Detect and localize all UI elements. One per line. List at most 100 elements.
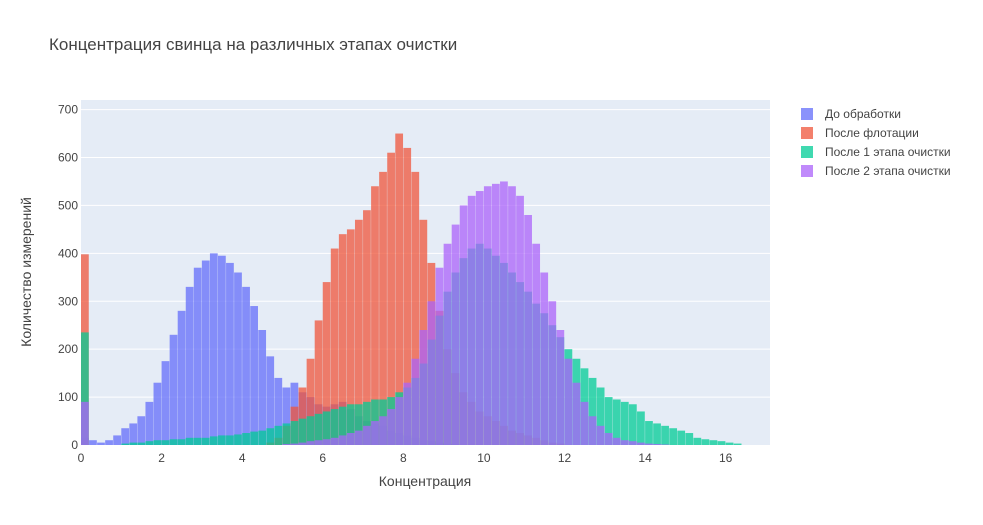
histogram-bar[interactable] (226, 262, 234, 445)
histogram-bar[interactable] (137, 416, 146, 445)
histogram-bar[interactable] (387, 152, 395, 446)
histogram-bar[interactable] (443, 243, 452, 445)
histogram-bar[interactable] (121, 428, 130, 445)
histogram-bar[interactable] (314, 440, 323, 445)
histogram-bar[interactable] (371, 421, 379, 445)
histogram-bar[interactable] (733, 443, 742, 445)
histogram-bar[interactable] (89, 440, 97, 445)
histogram-bar[interactable] (403, 147, 412, 445)
histogram-bar[interactable] (387, 409, 395, 445)
histogram-bar[interactable] (121, 443, 130, 445)
histogram-bar[interactable] (379, 416, 387, 445)
histogram-bar[interactable] (169, 334, 178, 445)
histogram-bar[interactable] (250, 306, 258, 445)
histogram-bar[interactable] (242, 433, 250, 445)
histogram-bar[interactable] (637, 442, 645, 445)
histogram-bar[interactable] (717, 441, 726, 445)
histogram-bar[interactable] (540, 272, 549, 446)
histogram-bar[interactable] (290, 443, 299, 445)
histogram-bar[interactable] (153, 382, 162, 445)
histogram-bar[interactable] (169, 439, 178, 445)
histogram-bar[interactable] (314, 413, 323, 445)
histogram-bar[interactable] (234, 434, 242, 445)
histogram-bar[interactable] (459, 205, 468, 445)
histogram-bar[interactable] (669, 428, 678, 445)
histogram-bar[interactable] (467, 195, 476, 445)
histogram-bar[interactable] (322, 439, 331, 445)
histogram-bar[interactable] (628, 404, 637, 445)
histogram-bar[interactable] (282, 444, 291, 445)
histogram-bar[interactable] (596, 425, 605, 445)
histogram-bar[interactable] (395, 133, 404, 445)
histogram-bar[interactable] (371, 186, 379, 445)
histogram-bar[interactable] (330, 248, 339, 445)
histogram-bar[interactable] (153, 440, 162, 445)
histogram-bar[interactable] (524, 215, 532, 445)
histogram-bar[interactable] (354, 219, 363, 445)
histogram-bar[interactable] (580, 401, 589, 445)
histogram-bar[interactable] (363, 401, 371, 445)
histogram-bar[interactable] (354, 430, 363, 445)
histogram-bar[interactable] (596, 387, 605, 446)
histogram-bar[interactable] (346, 229, 355, 445)
histogram-bar[interactable] (693, 437, 702, 445)
histogram-bar[interactable] (620, 401, 629, 445)
histogram-bar[interactable] (330, 437, 339, 445)
histogram-bar[interactable] (403, 382, 412, 445)
histogram-bar[interactable] (217, 435, 226, 445)
histogram-bar[interactable] (105, 440, 113, 445)
histogram-bar[interactable] (395, 397, 404, 445)
histogram-bar[interactable] (645, 421, 653, 445)
histogram-bar[interactable] (701, 439, 710, 445)
histogram-bar[interactable] (685, 433, 694, 445)
histogram-bar[interactable] (661, 425, 669, 445)
histogram-bar[interactable] (379, 171, 387, 445)
histogram-bar[interactable] (612, 437, 621, 445)
histogram-bar[interactable] (451, 224, 460, 445)
histogram-bar[interactable] (346, 433, 355, 445)
histogram-bar[interactable] (637, 411, 645, 445)
histogram-bar[interactable] (725, 442, 734, 445)
histogram-bar[interactable] (177, 310, 186, 445)
histogram-bar[interactable] (209, 436, 218, 445)
histogram-bar[interactable] (298, 418, 307, 445)
histogram-bar[interactable] (201, 437, 210, 445)
histogram-bar[interactable] (193, 437, 202, 445)
legend-item[interactable]: После 2 этапа очистки (801, 164, 951, 178)
histogram-bar[interactable] (258, 330, 267, 445)
histogram-bar[interactable] (653, 444, 661, 445)
histogram-bar[interactable] (129, 442, 138, 445)
histogram-bar[interactable] (185, 437, 194, 445)
histogram-bar[interactable] (338, 435, 347, 445)
histogram-bar[interactable] (475, 191, 484, 445)
histogram-bar[interactable] (508, 186, 516, 445)
histogram-bar[interactable] (620, 440, 629, 445)
histogram-bar[interactable] (483, 186, 492, 445)
histogram-bar[interactable] (338, 406, 347, 445)
histogram-bar[interactable] (282, 423, 291, 445)
histogram-bar[interactable] (81, 401, 89, 445)
histogram-bar[interactable] (556, 330, 565, 445)
histogram-bar[interactable] (419, 330, 428, 445)
histogram-bar[interactable] (330, 409, 339, 445)
histogram-bar[interactable] (363, 210, 371, 445)
histogram-bar[interactable] (322, 282, 331, 445)
legend-item[interactable]: После 1 этапа очистки (801, 145, 951, 159)
histogram-bar[interactable] (564, 358, 573, 445)
histogram-bar[interactable] (145, 401, 154, 445)
histogram-bar[interactable] (411, 171, 420, 445)
histogram-bar[interactable] (274, 377, 283, 445)
histogram-bar[interactable] (491, 183, 500, 445)
histogram-bar[interactable] (516, 195, 524, 445)
histogram-bar[interactable] (177, 439, 186, 445)
histogram-bar[interactable] (346, 404, 355, 445)
histogram-bar[interactable] (266, 356, 275, 445)
histogram-bar[interactable] (193, 267, 202, 445)
histogram-bar[interactable] (113, 435, 121, 445)
histogram-bar[interactable] (435, 267, 444, 445)
histogram-bar[interactable] (322, 411, 331, 445)
histogram-bar[interactable] (306, 441, 315, 445)
histogram-bar[interactable] (604, 433, 613, 445)
histogram-bar[interactable] (274, 425, 283, 445)
histogram-bar[interactable] (653, 423, 661, 445)
